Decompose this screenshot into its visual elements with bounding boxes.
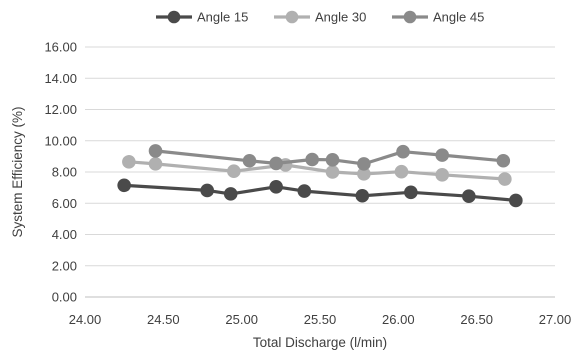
y-tick-label: 4.00 (52, 227, 77, 242)
data-point (462, 189, 476, 204)
data-point (148, 144, 163, 158)
series-group (117, 144, 523, 208)
data-point (355, 188, 370, 203)
data-point (396, 144, 410, 159)
x-tick-label: 26.00 (382, 312, 415, 327)
legend-entry: Angle 30 (274, 10, 366, 25)
y-tick-label: 14.00 (44, 71, 77, 86)
data-point (435, 148, 450, 162)
y-tick-label: 6.00 (52, 196, 77, 211)
data-point (357, 167, 371, 181)
x-tick-label: 26.50 (460, 312, 493, 327)
data-point (122, 155, 136, 169)
data-point (148, 157, 163, 171)
data-point (435, 168, 450, 182)
data-point (509, 193, 523, 208)
legend-label: Angle 15 (197, 10, 248, 25)
data-point (269, 156, 283, 171)
y-tick-label: 0.00 (52, 290, 77, 305)
data-point (498, 172, 512, 186)
data-point (297, 184, 312, 198)
x-tick-label: 27.00 (539, 312, 572, 327)
x-axis-title: Total Discharge (l/min) (253, 335, 387, 350)
legend-marker (403, 10, 417, 24)
x-tick-label: 25.00 (225, 312, 258, 327)
data-point (305, 152, 319, 167)
data-point (325, 153, 340, 167)
data-point (357, 157, 371, 171)
data-point (404, 185, 418, 200)
x-tick-label: 24.50 (147, 312, 180, 327)
y-tick-labels: 0.00 2.00 4.00 6.00 8.00 10.00 12.00 14.00 16.00 (44, 40, 77, 305)
data-point (200, 183, 214, 198)
y-tick-label: 12.00 (44, 102, 77, 117)
legend-label: Angle 30 (315, 10, 366, 25)
y-tick-label: 2.00 (52, 258, 77, 273)
gridlines (85, 46, 555, 267)
x-tick-label: 24.00 (69, 312, 102, 327)
data-point (227, 164, 241, 179)
y-tick-label: 16.00 (44, 40, 77, 55)
y-tick-label: 8.00 (52, 165, 77, 180)
y-tick-label: 10.00 (44, 133, 77, 148)
data-point (496, 153, 511, 168)
legend-marker (285, 10, 299, 24)
series-line (124, 183, 516, 202)
series-3 (148, 144, 511, 171)
series-2 (122, 155, 512, 186)
y-axis-title: System Efficiency (%) (10, 106, 25, 237)
data-point (242, 153, 257, 168)
legend-entry: Angle 15 (156, 10, 248, 25)
legend-marker (167, 10, 181, 24)
legend-entry: Angle 45 (392, 10, 484, 25)
data-point (117, 178, 131, 193)
data-point (223, 187, 238, 201)
x-tick-label: 25.50 (304, 312, 337, 327)
data-point (394, 164, 409, 179)
legend-label: Angle 45 (433, 10, 484, 25)
data-point (269, 180, 283, 194)
x-tick-labels: 24.00 24.50 25.00 25.50 26.00 26.50 27.00 (69, 312, 572, 327)
series-1 (117, 178, 523, 208)
data-point (325, 165, 340, 179)
legend: Angle 15 Angle 30 Angle 45 (156, 10, 484, 25)
